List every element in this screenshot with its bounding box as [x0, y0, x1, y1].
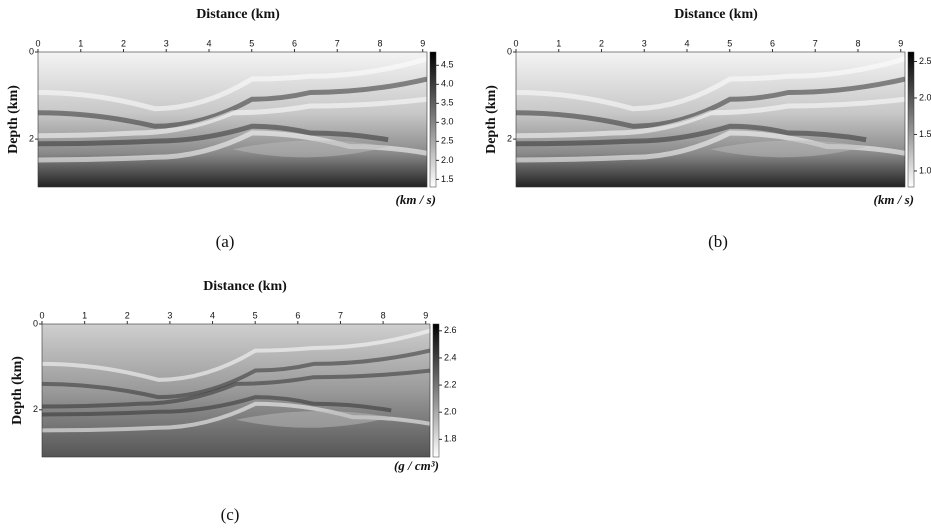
- colorbar-tick-label: 1.5: [441, 174, 454, 184]
- layer: [42, 328, 430, 382]
- layer: [42, 348, 430, 400]
- colorbar-tick-label: 1.5: [919, 129, 931, 139]
- colorbar-tick-label: 4.5: [441, 60, 454, 70]
- layer: [516, 56, 905, 112]
- x-tick-label: 8: [381, 310, 386, 320]
- colorbar: [429, 51, 437, 188]
- x-tick-label: 6: [292, 38, 297, 48]
- x-tick-label: 7: [335, 38, 340, 48]
- x-tick-label: 6: [770, 38, 775, 48]
- x-tick-label: 5: [253, 310, 258, 320]
- y-tick-label: 0: [33, 318, 38, 328]
- x-tick-label: 1: [82, 310, 87, 320]
- x-tick-label: 2: [599, 38, 604, 48]
- x-tick-label: 1: [78, 38, 83, 48]
- y-tick-label: 0: [29, 46, 34, 56]
- layer: [38, 123, 389, 147]
- colorbar-tick-label: 2.0: [441, 155, 454, 165]
- colorbar-tick-label: 1.8: [444, 434, 457, 444]
- colorbar-tick-label: 2.0: [919, 92, 931, 102]
- x-tick-label: 8: [377, 38, 382, 48]
- layer: [516, 76, 905, 129]
- x-tick-label: 3: [642, 38, 647, 48]
- x-tick-label: 5: [249, 38, 254, 48]
- layer: [38, 76, 427, 129]
- x-tick-label: 5: [727, 38, 732, 48]
- x-tick-label: 9: [898, 38, 903, 48]
- panel-caption: (b): [708, 232, 728, 251]
- unit-label: (km / s): [874, 192, 914, 207]
- panel-caption: (c): [221, 505, 240, 524]
- x-tick-label: 3: [167, 310, 172, 320]
- colorbar-tick-label: 2.2: [444, 379, 457, 389]
- colorbar-tick-label: 2.4: [444, 352, 457, 362]
- x-tick-label: 1: [556, 38, 561, 48]
- colorbar-tick-label: 2.6: [444, 325, 457, 335]
- layer: [38, 56, 427, 112]
- panel-caption: (a): [216, 232, 235, 251]
- y-tick-label: 2: [29, 133, 34, 143]
- layer: [38, 96, 427, 139]
- salt-body: [232, 140, 389, 158]
- layer: [516, 96, 905, 139]
- colorbar-tick-label: 2.5: [919, 56, 931, 66]
- layer: [42, 395, 392, 417]
- y-axis-label: Depth (km): [484, 85, 499, 154]
- x-tick-label: 7: [338, 310, 343, 320]
- x-tick-label: 2: [121, 38, 126, 48]
- x-tick-label: 7: [813, 38, 818, 48]
- seismic-image: [516, 52, 905, 187]
- x-tick-label: 6: [295, 310, 300, 320]
- colorbar-tick-label: 3.0: [441, 117, 454, 127]
- y-tick-label: 2: [33, 404, 38, 414]
- y-tick-label: 2: [507, 133, 512, 143]
- image-frame: [37, 51, 428, 188]
- x-tick-label: 0: [35, 38, 40, 48]
- y-axis-label: Depth (km): [6, 85, 21, 154]
- x-tick-label: 4: [684, 38, 689, 48]
- x-tick-label: 8: [855, 38, 860, 48]
- panel-title: Distance (km): [674, 7, 758, 22]
- unit-label: (km / s): [396, 192, 436, 207]
- x-tick-label: 4: [210, 310, 215, 320]
- seismic-image: [42, 324, 430, 457]
- x-tick-label: 0: [39, 310, 44, 320]
- colorbar-tick-label: 2.0: [444, 407, 457, 417]
- colorbar-tick-label: 1.0: [919, 165, 931, 175]
- panel-title: Distance (km): [196, 7, 280, 22]
- colorbar: [907, 51, 915, 188]
- seismic-image: [38, 52, 427, 187]
- image-frame: [41, 323, 431, 458]
- x-tick-label: 9: [423, 310, 428, 320]
- layer: [516, 123, 867, 147]
- salt-body: [236, 411, 392, 428]
- y-axis-label: Depth (km): [10, 356, 25, 425]
- y-tick-label: 0: [507, 46, 512, 56]
- unit-label: (g / cm³): [394, 458, 439, 473]
- x-tick-label: 0: [513, 38, 518, 48]
- x-tick-label: 2: [125, 310, 130, 320]
- x-tick-label: 4: [206, 38, 211, 48]
- colorbar-tick-label: 2.5: [441, 136, 454, 146]
- layer: [42, 368, 430, 409]
- image-frame: [515, 51, 906, 188]
- colorbar-tick-label: 4.0: [441, 79, 454, 89]
- panel-title: Distance (km): [203, 279, 287, 294]
- colorbar-tick-label: 3.5: [441, 98, 454, 108]
- x-tick-label: 9: [420, 38, 425, 48]
- x-tick-label: 3: [164, 38, 169, 48]
- colorbar: [432, 323, 440, 458]
- salt-body: [710, 140, 867, 158]
